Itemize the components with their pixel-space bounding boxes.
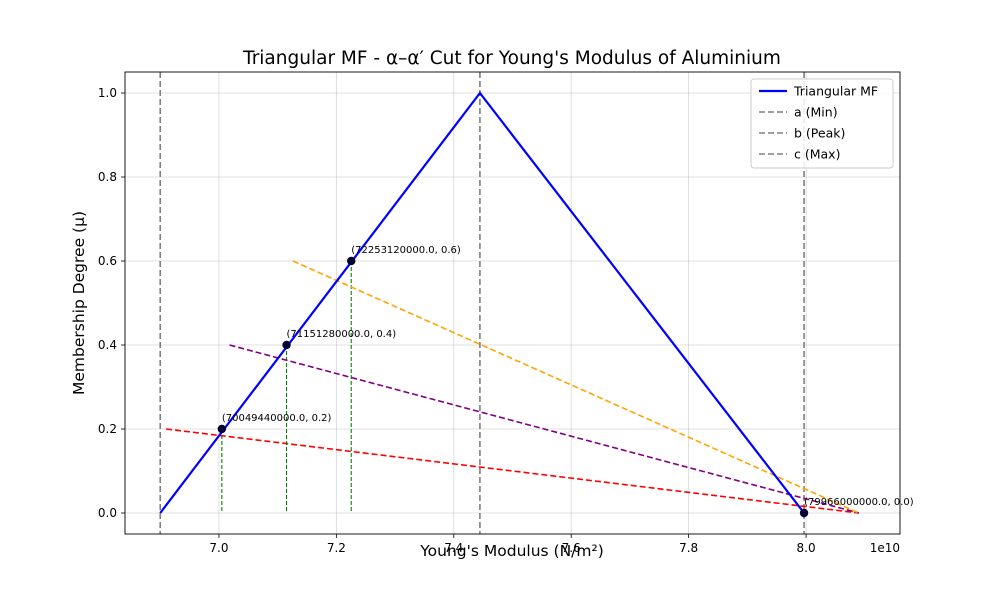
x-tick-label: 7.0 bbox=[209, 541, 228, 555]
data-point bbox=[799, 508, 809, 518]
data-point bbox=[217, 424, 227, 434]
x-tick-label: 7.6 bbox=[562, 541, 581, 555]
chart-title: Triangular MF - α–α′ Cut for Young's Mod… bbox=[242, 48, 781, 69]
legend-label: a (Min) bbox=[794, 105, 838, 120]
alpha-cut-line bbox=[166, 428, 859, 514]
data-point bbox=[347, 256, 356, 266]
x-axis-label: Young's Modulus (N/m²) bbox=[419, 542, 604, 560]
y-tick-label: 1.0 bbox=[98, 86, 117, 100]
y-tick-label: 0.2 bbox=[98, 422, 117, 436]
bound-lines bbox=[159, 72, 805, 534]
alpha-cut-points bbox=[217, 256, 809, 518]
data-point bbox=[282, 340, 291, 350]
legend-label: Triangular MF bbox=[793, 84, 878, 99]
x-offset-label: 1e10 bbox=[870, 541, 900, 555]
point-annotation: (79966000000.0, 0.0) bbox=[804, 497, 914, 508]
y-tick-label: 0.6 bbox=[98, 254, 117, 268]
y-tick-label: 0.0 bbox=[98, 506, 117, 520]
y-tick-label: 0.8 bbox=[98, 170, 117, 184]
point-annotation: (71151280000.0, 0.4) bbox=[287, 329, 397, 340]
x-tick-label: 7.4 bbox=[444, 541, 463, 555]
legend: Triangular MF a (Min) b (Peak) c (Max) bbox=[750, 78, 894, 169]
annotations: (70049440000.0, 0.2) (71151280000.0, 0.4)… bbox=[222, 245, 914, 508]
alpha-cut-line bbox=[229, 344, 860, 514]
alpha-cut-line bbox=[292, 260, 860, 514]
legend-label: c (Max) bbox=[794, 147, 840, 162]
series-line bbox=[159, 91, 805, 514]
legend-label: b (Peak) bbox=[794, 126, 845, 141]
point-annotation: (70049440000.0, 0.2) bbox=[222, 413, 332, 424]
legend-box bbox=[750, 78, 894, 169]
alpha-cut-lines bbox=[166, 260, 860, 514]
plot-frame bbox=[124, 71, 901, 535]
y-axis-label: Membership Degree (μ) bbox=[70, 211, 88, 395]
x-tick-label: 8.0 bbox=[797, 541, 816, 555]
x-tick-label: 7.2 bbox=[327, 541, 346, 555]
x-axis: 7.0 7.2 7.4 7.6 7.8 8.0 bbox=[209, 534, 816, 555]
y-axis: 0.0 0.2 0.4 0.6 0.8 1.0 bbox=[98, 86, 125, 520]
point-annotation: (72253120000.0, 0.6) bbox=[351, 245, 461, 256]
y-tick-label: 0.4 bbox=[98, 338, 117, 352]
x-tick-label: 7.8 bbox=[679, 541, 698, 555]
membership-function bbox=[159, 91, 805, 514]
